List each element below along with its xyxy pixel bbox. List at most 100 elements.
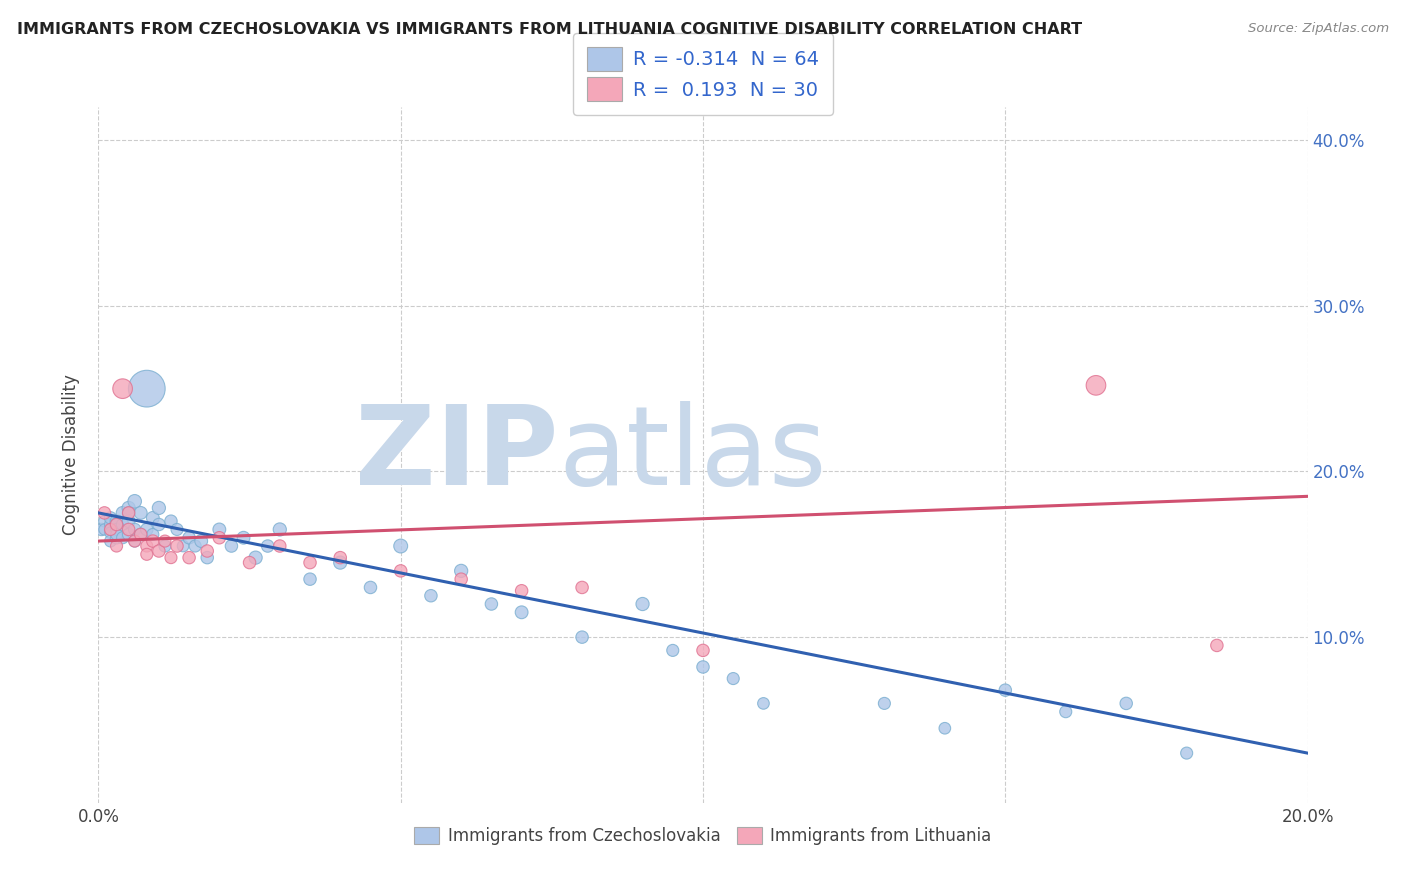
Point xyxy=(105,517,128,532)
Point xyxy=(105,514,128,528)
Point xyxy=(118,506,141,520)
Point xyxy=(166,539,188,553)
Point xyxy=(105,539,128,553)
Point xyxy=(100,525,122,540)
Point xyxy=(135,523,157,537)
Point xyxy=(160,514,183,528)
Point xyxy=(994,683,1017,698)
Point xyxy=(124,534,146,549)
Point xyxy=(221,539,243,553)
Point xyxy=(135,547,157,561)
Point xyxy=(1054,705,1077,719)
Point xyxy=(232,531,254,545)
Point xyxy=(105,517,128,532)
Point xyxy=(450,572,472,586)
Point xyxy=(135,539,157,553)
Point xyxy=(179,531,201,545)
Point xyxy=(142,527,165,541)
Point xyxy=(389,539,412,553)
Point xyxy=(118,514,141,528)
Point xyxy=(661,643,683,657)
Point xyxy=(148,544,170,558)
Point xyxy=(118,506,141,520)
Point xyxy=(148,517,170,532)
Point xyxy=(118,527,141,541)
Point xyxy=(329,556,352,570)
Legend: Immigrants from Czechoslovakia, Immigrants from Lithuania: Immigrants from Czechoslovakia, Immigran… xyxy=(406,819,1000,854)
Point xyxy=(692,660,714,674)
Point xyxy=(510,583,533,598)
Point xyxy=(124,534,146,549)
Point xyxy=(450,564,472,578)
Point xyxy=(160,550,183,565)
Point xyxy=(256,539,278,553)
Point xyxy=(153,539,176,553)
Point xyxy=(481,597,503,611)
Point xyxy=(245,550,267,565)
Point xyxy=(100,517,122,532)
Point xyxy=(1115,697,1137,711)
Point xyxy=(124,494,146,508)
Point xyxy=(571,630,593,644)
Point xyxy=(269,523,291,537)
Point xyxy=(129,506,152,520)
Point xyxy=(1206,639,1229,653)
Point xyxy=(111,531,134,545)
Point xyxy=(299,556,322,570)
Point xyxy=(934,721,956,735)
Point xyxy=(142,534,165,549)
Point xyxy=(118,523,141,537)
Point xyxy=(389,564,412,578)
Point xyxy=(631,597,654,611)
Point xyxy=(100,511,122,525)
Point xyxy=(360,581,382,595)
Point xyxy=(184,539,207,553)
Point xyxy=(190,534,212,549)
Point xyxy=(129,527,152,541)
Point xyxy=(299,572,322,586)
Text: atlas: atlas xyxy=(558,401,827,508)
Point xyxy=(93,514,115,528)
Point xyxy=(100,534,122,549)
Point xyxy=(148,500,170,515)
Point xyxy=(510,605,533,619)
Point xyxy=(105,531,128,545)
Text: ZIP: ZIP xyxy=(354,401,558,508)
Point xyxy=(208,531,231,545)
Point xyxy=(93,506,115,520)
Point xyxy=(105,523,128,537)
Point xyxy=(111,517,134,532)
Point xyxy=(153,534,176,549)
Y-axis label: Cognitive Disability: Cognitive Disability xyxy=(62,375,80,535)
Point xyxy=(692,643,714,657)
Point xyxy=(195,550,218,565)
Point xyxy=(105,527,128,541)
Point xyxy=(873,697,896,711)
Point xyxy=(129,527,152,541)
Point xyxy=(571,581,593,595)
Point xyxy=(195,544,218,558)
Point xyxy=(179,550,201,565)
Point xyxy=(239,556,262,570)
Point xyxy=(208,523,231,537)
Text: IMMIGRANTS FROM CZECHOSLOVAKIA VS IMMIGRANTS FROM LITHUANIA COGNITIVE DISABILITY: IMMIGRANTS FROM CZECHOSLOVAKIA VS IMMIGR… xyxy=(17,22,1083,37)
Point xyxy=(111,382,134,396)
Point xyxy=(135,382,157,396)
Point xyxy=(723,672,745,686)
Point xyxy=(752,697,775,711)
Point xyxy=(166,523,188,537)
Point xyxy=(118,500,141,515)
Point xyxy=(420,589,443,603)
Point xyxy=(142,511,165,525)
Point xyxy=(100,523,122,537)
Point xyxy=(1085,378,1108,392)
Point xyxy=(172,539,194,553)
Point xyxy=(1175,746,1198,760)
Point xyxy=(111,506,134,520)
Point xyxy=(90,523,112,537)
Point xyxy=(269,539,291,553)
Point xyxy=(329,550,352,565)
Point xyxy=(124,523,146,537)
Point xyxy=(93,523,115,537)
Text: Source: ZipAtlas.com: Source: ZipAtlas.com xyxy=(1249,22,1389,36)
